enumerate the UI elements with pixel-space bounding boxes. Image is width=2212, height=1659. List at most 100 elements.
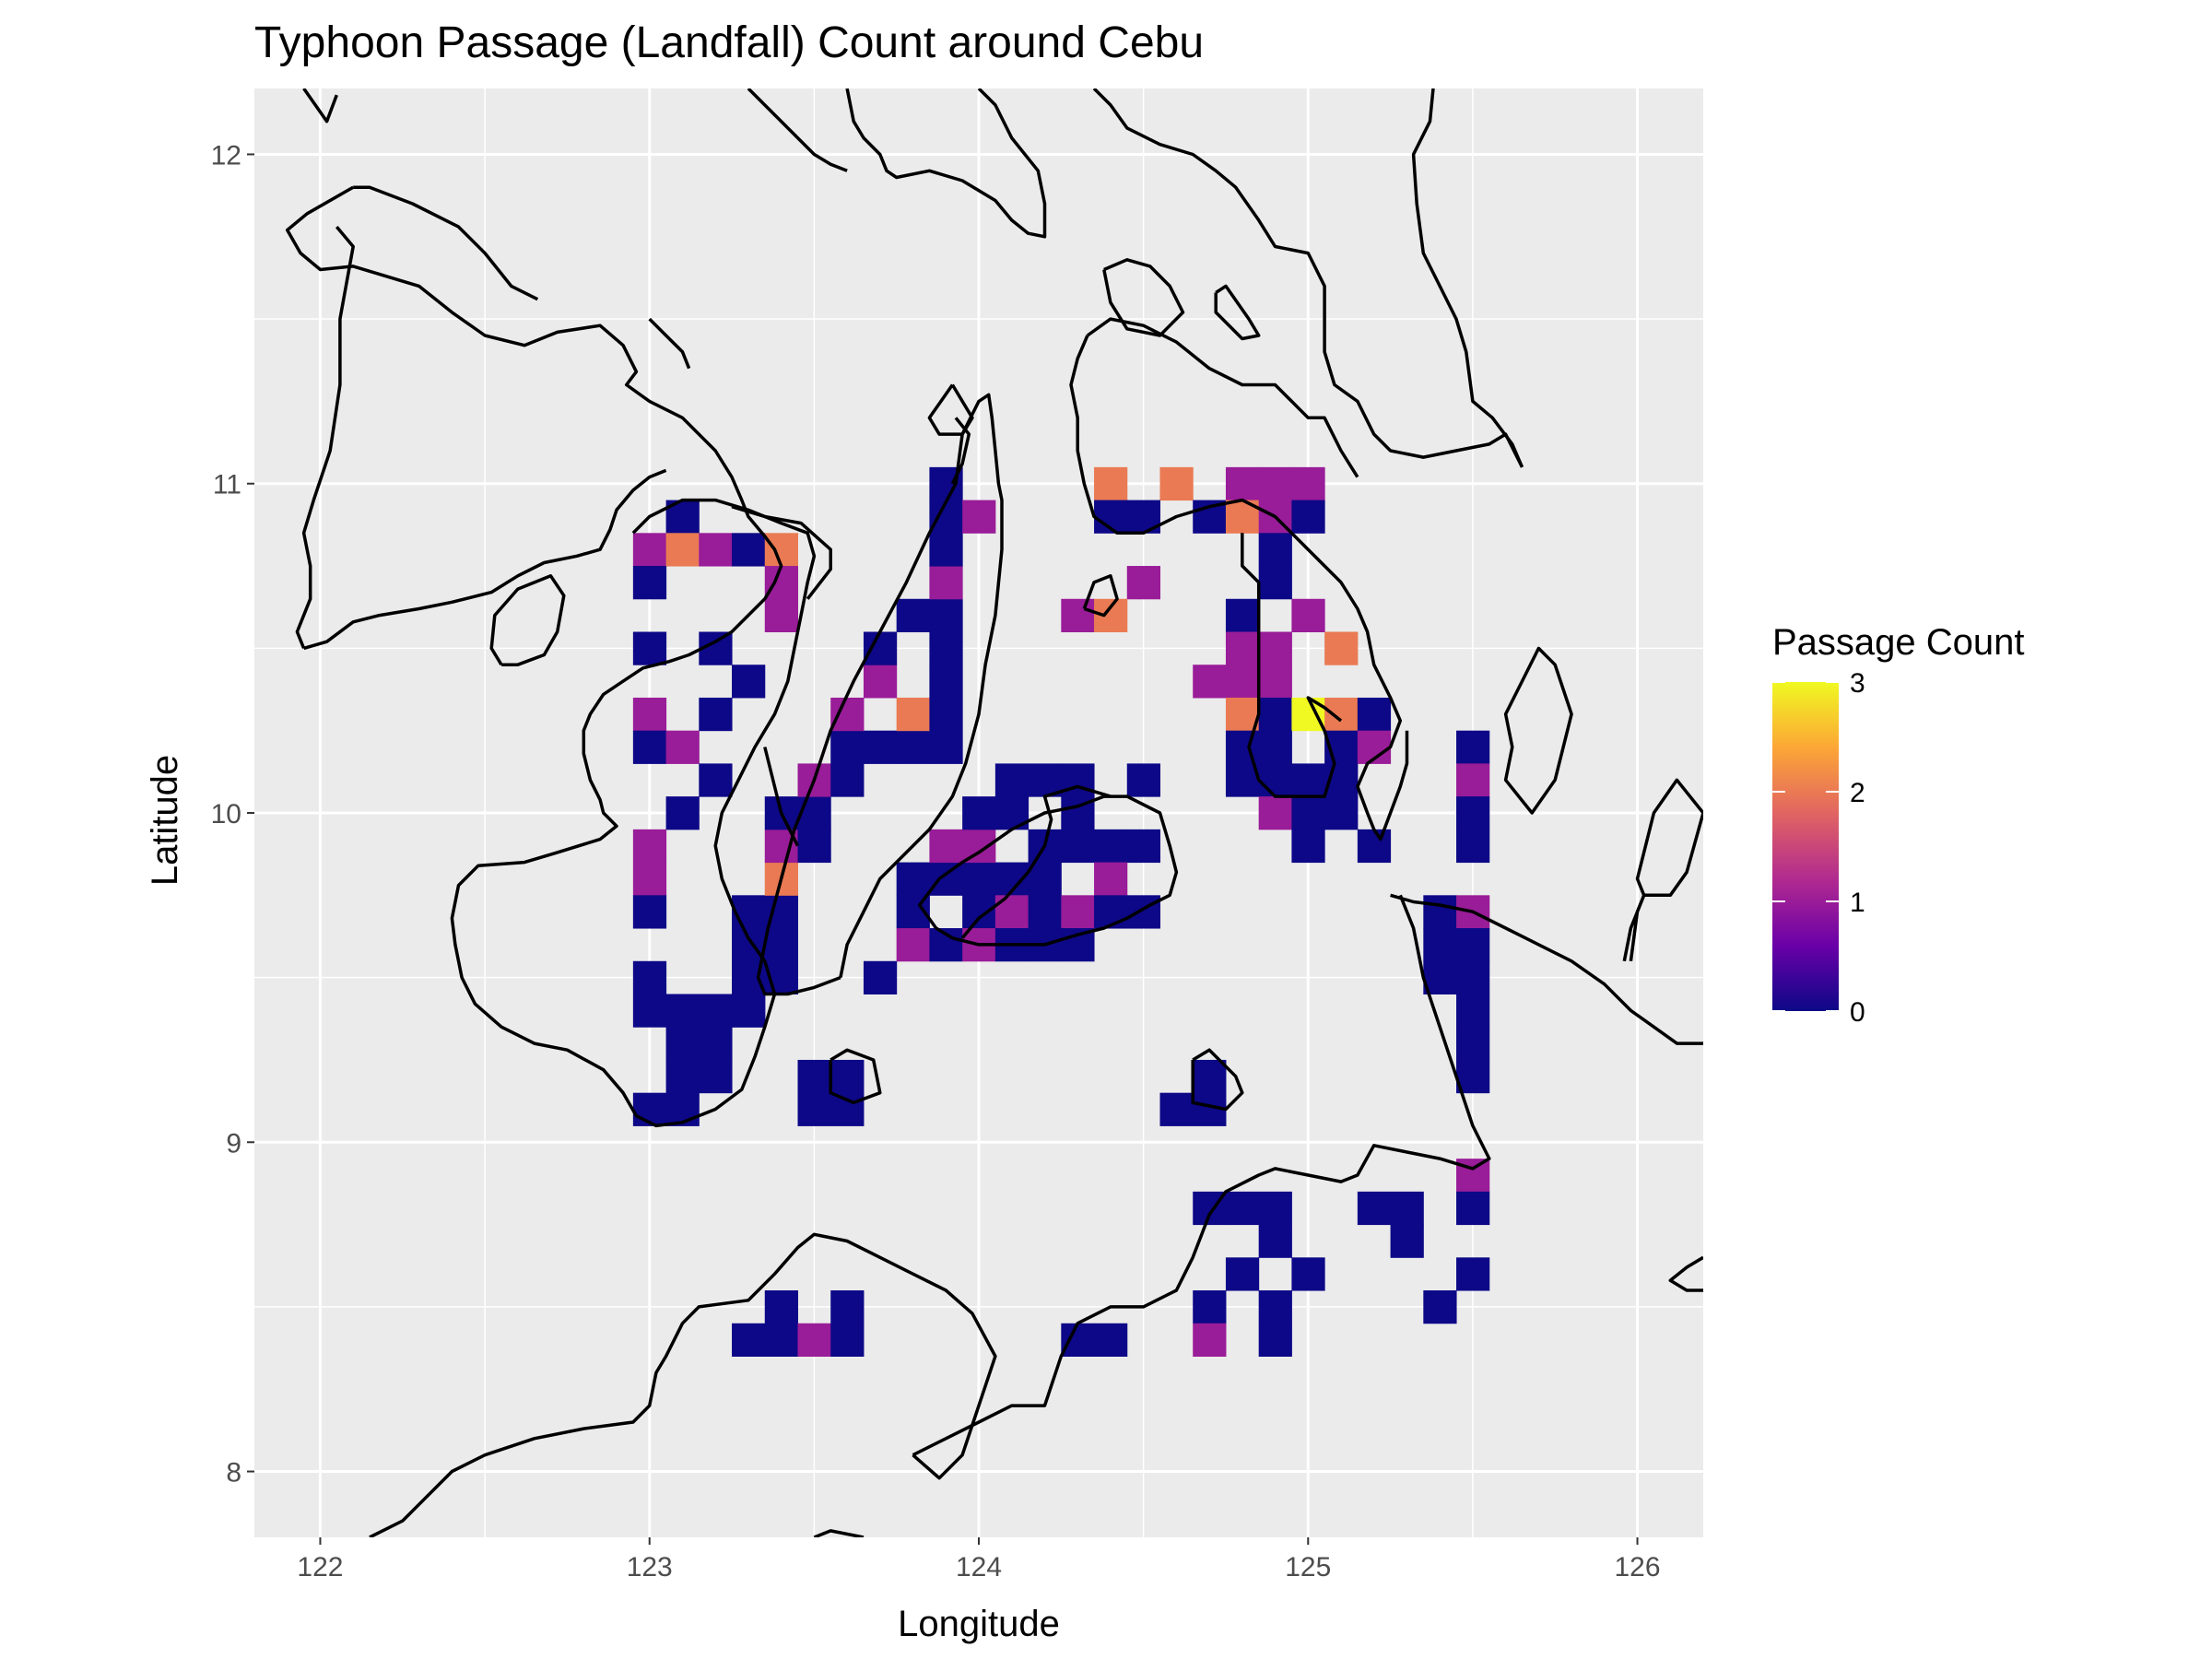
heatmap-cell (1258, 533, 1292, 567)
heatmap-cell (1456, 829, 1490, 864)
heatmap-cell (896, 598, 930, 632)
heatmap-cell (1225, 598, 1260, 632)
heatmap-cell (1094, 1323, 1128, 1357)
heatmap-cell (1258, 1224, 1292, 1258)
heatmap-cell (1193, 665, 1227, 699)
heatmap-cell (994, 763, 1030, 797)
heatmap-cell (1225, 631, 1260, 665)
legend-tick-label: 1 (1850, 888, 1865, 918)
coastline (1191, 1048, 1244, 1112)
coastline (1082, 574, 1119, 618)
coastline (1102, 258, 1185, 337)
coastline (302, 88, 338, 124)
heatmap-cell (1225, 665, 1260, 699)
heatmap-cell (1225, 697, 1260, 732)
heatmap-cell (830, 1092, 865, 1126)
heatmap-cell (1324, 631, 1359, 665)
heatmap-cell (1291, 763, 1325, 797)
heatmap-cell (797, 829, 831, 864)
heatmap-cell (1423, 895, 1457, 929)
y-tick-label: 11 (213, 470, 241, 500)
coastline (845, 88, 1047, 239)
heatmap-cell (1061, 895, 1095, 929)
heatmap-cell (1291, 500, 1325, 534)
coastline (756, 393, 1004, 996)
heatmap-cell (732, 1323, 766, 1357)
coastlines (285, 88, 1703, 1537)
coastline (731, 505, 832, 600)
heatmap-cell (732, 895, 766, 929)
coastline (927, 383, 974, 436)
legend-ticks: 0 1 2 3 (1772, 668, 1865, 1028)
coastline (648, 317, 691, 370)
coastline (1086, 317, 1359, 478)
heatmap-cell (1456, 960, 1490, 994)
x-tick-label: 124 (956, 1552, 1002, 1583)
coastline (1503, 646, 1573, 815)
heatmap-cell (665, 796, 700, 830)
heatmap-cell (797, 1092, 831, 1126)
heatmap-cell (929, 730, 963, 764)
heatmap-cell (1357, 697, 1392, 732)
heatmap-cell (732, 533, 766, 567)
heatmap-cell (1456, 1257, 1490, 1291)
heatmap-cell (699, 763, 733, 797)
heatmap-cell (732, 665, 766, 699)
heatmap-cell (1094, 466, 1128, 501)
heatmap-cell (1456, 1027, 1490, 1061)
x-tick-label: 123 (627, 1552, 673, 1583)
heatmap-cell (830, 1059, 865, 1094)
heatmap-cell (699, 697, 733, 732)
heatmap-cell (797, 796, 831, 830)
heatmap-cell (632, 862, 667, 896)
heatmap-cell (1423, 1290, 1457, 1324)
coastline (1214, 284, 1261, 341)
heatmap-cell (929, 533, 963, 567)
legend-tick-label: 2 (1850, 778, 1865, 808)
heatmap-cell (1094, 862, 1128, 896)
heatmap-cell (632, 533, 667, 567)
coastline (950, 417, 971, 485)
heatmap-cell (1028, 862, 1062, 896)
coastline (1668, 1255, 1703, 1292)
heatmap-cell (962, 500, 996, 534)
heatmap-cell (1258, 697, 1292, 732)
heatmap-cell (1159, 1092, 1194, 1126)
heatmap-cell (1061, 598, 1095, 632)
legend-tick-label: 3 (1850, 668, 1865, 699)
heatmap-cell (1291, 466, 1325, 501)
heatmap-cell (632, 895, 667, 929)
legend-colorbar (1772, 682, 1839, 1011)
heatmap-cell (764, 1323, 798, 1357)
coastline (369, 1232, 997, 1537)
heatmap-cell (929, 665, 963, 699)
coastline (1241, 533, 1343, 798)
heatmap-cell (1258, 796, 1292, 830)
heatmap-cell (1225, 466, 1260, 501)
coastline (1622, 893, 1646, 962)
heatmap-cell (1456, 763, 1490, 797)
x-axis-title: Longitude (898, 1604, 1060, 1644)
heatmap-cell (1390, 1224, 1424, 1258)
heatmap-cell (1258, 466, 1292, 501)
heatmap-cell (863, 631, 898, 665)
coastline (1092, 88, 1524, 468)
y-axis-title: Latitude (145, 755, 185, 886)
heatmap-cell (797, 1059, 831, 1094)
heatmap-cell (1291, 697, 1325, 732)
chart-title: Typhoon Passage (Landfall) Count around … (254, 18, 1204, 67)
heatmap-cell (732, 994, 766, 1028)
coastline (1411, 88, 1524, 468)
heatmap-cell (830, 1290, 865, 1324)
heatmap-cell (1193, 1290, 1227, 1324)
y-tick-label: 10 (211, 799, 241, 830)
heatmap-cell (764, 1290, 798, 1324)
heatmap-cell (1193, 1059, 1227, 1094)
heatmap-cell (962, 796, 996, 830)
heatmap-cell (929, 598, 963, 632)
heatmap-cell (764, 598, 798, 632)
heatmap-cell (665, 533, 700, 567)
y-tick-label: 9 (226, 1128, 241, 1159)
heatmap-cell (1094, 829, 1128, 864)
coastline (960, 784, 1112, 939)
